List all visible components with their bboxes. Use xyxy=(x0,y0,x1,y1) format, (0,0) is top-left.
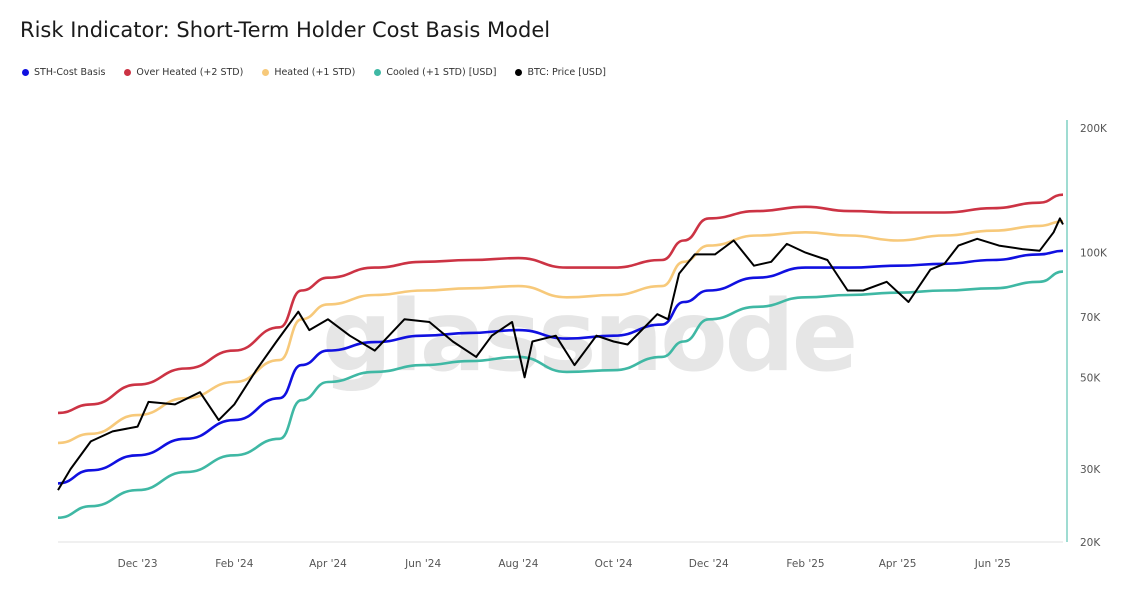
series-line-btc-price-usd xyxy=(57,217,1064,491)
legend-label: Cooled (+1 STD) [USD] xyxy=(386,67,497,78)
x-tick-label: Aug '24 xyxy=(498,558,538,570)
legend-label: Heated (+1 STD) xyxy=(274,67,356,78)
x-tick-label: Oct '24 xyxy=(595,558,633,570)
y-tick-label: 30K xyxy=(1080,464,1101,476)
legend-dot-icon xyxy=(22,69,29,76)
chart-title: Risk Indicator: Short-Term Holder Cost B… xyxy=(20,18,551,42)
series-line-over-heated-2-std xyxy=(57,193,1064,415)
legend-label: Over Heated (+2 STD) xyxy=(136,67,244,78)
legend-item-over-heated[interactable]: Over Heated (+2 STD) xyxy=(124,67,243,78)
legend-item-sth-cost-basis[interactable]: STH-Cost Basis xyxy=(22,67,105,78)
y-tick-label: 200K xyxy=(1080,123,1108,135)
legend-item-btc-price[interactable]: BTC: Price [USD] xyxy=(515,67,606,78)
y-tick-label: 70K xyxy=(1080,312,1101,324)
x-tick-label: Feb '24 xyxy=(215,558,253,570)
y-tick-label: 50K xyxy=(1080,372,1101,384)
legend-label: STH-Cost Basis xyxy=(34,67,106,78)
y-tick-label: 100K xyxy=(1080,248,1108,260)
legend-item-heated[interactable]: Heated (+1 STD) xyxy=(262,67,355,78)
legend-dot-icon xyxy=(374,69,382,76)
legend-dot-icon xyxy=(124,69,132,76)
x-tick-label: Dec '24 xyxy=(689,558,729,570)
series-line-sth-cost-basis xyxy=(57,249,1064,485)
series-line-heated-1-std xyxy=(57,220,1064,445)
y-tick-label: 20K xyxy=(1080,537,1101,549)
x-tick-label: Feb '25 xyxy=(786,558,824,570)
legend-label: BTC: Price [USD] xyxy=(527,67,606,78)
legend-item-cooled[interactable]: Cooled (+1 STD) [USD] xyxy=(374,67,496,78)
x-tick-label: Jun '25 xyxy=(974,558,1011,570)
legend-dot-icon xyxy=(515,69,523,76)
x-tick-label: Dec '23 xyxy=(118,558,158,570)
x-tick-label: Apr '25 xyxy=(879,558,917,570)
legend-dot-icon xyxy=(262,69,270,76)
legend: STH-Cost Basis Over Heated (+2 STD) Heat… xyxy=(22,67,606,78)
x-tick-label: Jun '24 xyxy=(404,558,441,570)
x-tick-label: Apr '24 xyxy=(309,558,347,570)
